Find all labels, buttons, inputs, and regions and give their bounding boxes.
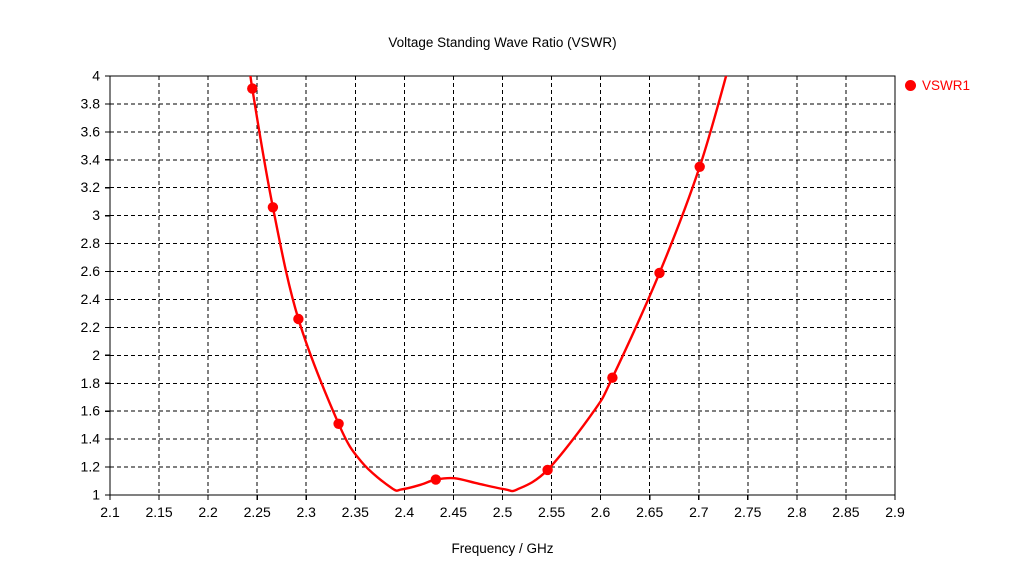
series-vswr1[interactable] [247,65,729,493]
x-axis-label: Frequency / GHz [451,541,554,556]
svg-text:2.6: 2.6 [591,504,611,520]
chart-title: Voltage Standing Wave Ratio (VSWR) [388,35,617,50]
series-markers [247,83,705,485]
legend-item-vswr1[interactable]: VSWR1 [905,78,970,93]
gridlines [110,76,895,495]
svg-text:1: 1 [92,487,100,503]
svg-text:3.4: 3.4 [81,151,101,167]
svg-text:1.6: 1.6 [81,403,101,419]
svg-text:1.8: 1.8 [81,375,101,391]
svg-text:3.6: 3.6 [81,123,101,139]
svg-text:2.6: 2.6 [81,263,101,279]
svg-text:2.8: 2.8 [787,504,807,520]
svg-text:2: 2 [92,347,100,363]
svg-text:2.2: 2.2 [198,504,218,520]
svg-text:2.3: 2.3 [296,504,316,520]
svg-text:2.4: 2.4 [395,504,415,520]
svg-text:2.85: 2.85 [832,504,859,520]
svg-text:2.2: 2.2 [81,319,101,335]
svg-text:2.7: 2.7 [689,504,709,520]
svg-text:2.1: 2.1 [100,504,120,520]
axes-frame [105,75,896,500]
svg-text:1.4: 1.4 [81,431,101,447]
svg-text:2.25: 2.25 [244,504,271,520]
series-marker-icon [905,80,916,91]
y-tick-labels: 1 1.2 1.4 1.6 1.8 2 2.2 2.4 2.6 2.8 3 3.2 3.4 3.6 3.8 4 [81,68,101,503]
svg-text:2.65: 2.65 [636,504,663,520]
svg-text:2.9: 2.9 [885,504,905,520]
svg-text:4: 4 [92,68,100,84]
svg-text:2.55: 2.55 [538,504,565,520]
svg-text:1.2: 1.2 [81,459,101,475]
svg-text:3.8: 3.8 [81,95,101,111]
svg-text:2.4: 2.4 [81,291,101,307]
svg-text:2.45: 2.45 [440,504,467,520]
legend-label: VSWR1 [922,78,971,93]
svg-text:2.35: 2.35 [342,504,369,520]
svg-text:2.15: 2.15 [145,504,172,520]
svg-text:2.5: 2.5 [493,504,513,520]
svg-text:2.75: 2.75 [734,504,761,520]
svg-text:3.2: 3.2 [81,179,101,195]
x-tick-labels: 2.1 2.15 2.2 2.25 2.3 2.35 2.4 2.45 2.5 2.55 2.6 2.… [100,504,905,520]
svg-text:3: 3 [92,207,100,223]
svg-text:2.8: 2.8 [81,235,101,251]
